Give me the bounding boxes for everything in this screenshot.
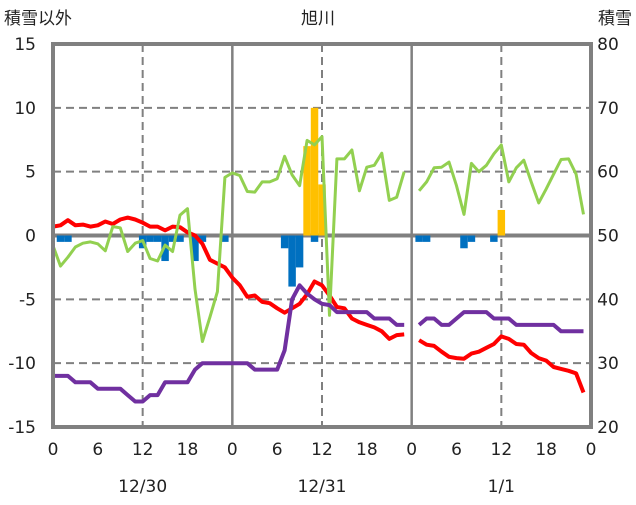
date-label: 1/1 — [488, 477, 515, 497]
x-tick-label: 12 — [491, 440, 513, 460]
right-axis-label: 積雪 — [598, 9, 632, 29]
red-line — [52, 215, 586, 394]
blue-bar — [146, 235, 154, 242]
blue-bar — [176, 235, 184, 242]
right-tick-label: 20 — [597, 418, 619, 438]
x-tick-label: 0 — [48, 440, 59, 460]
x-tick-label: 12 — [132, 440, 154, 460]
lines — [51, 135, 586, 404]
blue-bar — [198, 235, 207, 242]
blue-bar — [64, 235, 72, 242]
orange-bar — [497, 209, 506, 236]
left-tick-label: 10 — [14, 99, 36, 119]
right-tick-label: 50 — [597, 227, 619, 247]
blue-bar — [490, 235, 498, 242]
left-tick-label: -5 — [19, 290, 36, 310]
right-tick-label: 30 — [597, 354, 619, 374]
plot-frame — [51, 42, 593, 429]
x-tick-label: 18 — [356, 440, 378, 460]
date-label: 12/31 — [298, 477, 347, 497]
left-tick-label: 0 — [25, 227, 36, 247]
green-line — [51, 135, 585, 343]
right-tick-label: 60 — [597, 163, 619, 183]
x-tick-label: 12 — [311, 440, 333, 460]
blue-bar — [295, 235, 304, 268]
left-tick-label: -10 — [8, 354, 36, 374]
orange-bar — [303, 146, 311, 236]
bars — [56, 107, 506, 287]
blue-bar — [221, 235, 229, 242]
orange-bar — [310, 107, 319, 236]
blue-bar — [280, 235, 289, 249]
date-label: 12/30 — [118, 477, 167, 497]
x-tick-label: 18 — [177, 440, 199, 460]
blue-bar — [310, 235, 319, 242]
x-tick-label: 0 — [586, 440, 597, 460]
x-tick-label: 0 — [406, 440, 417, 460]
left-tick-label: 5 — [25, 163, 36, 183]
x-tick-label: 6 — [451, 440, 462, 460]
chart-title: 旭川 — [301, 9, 335, 29]
right-tick-label: 70 — [597, 99, 619, 119]
right-tick-label: 40 — [597, 290, 619, 310]
blue-bar — [467, 235, 476, 242]
blue-bar — [415, 235, 423, 242]
blue-bar — [191, 235, 199, 262]
snow-depth-line — [53, 283, 584, 404]
x-tick-label: 6 — [272, 440, 283, 460]
blue-bar — [422, 235, 431, 242]
left-tick-label: 15 — [14, 35, 36, 55]
blue-bar — [56, 235, 65, 242]
blue-bar — [288, 235, 296, 287]
blue-bar — [460, 235, 468, 249]
x-tick-label: 18 — [535, 440, 557, 460]
right-tick-label: 80 — [597, 35, 619, 55]
blue-bar — [168, 235, 177, 242]
orange-bar — [318, 184, 326, 236]
x-tick-label: 6 — [92, 440, 103, 460]
x-tick-label: 0 — [227, 440, 238, 460]
blue-bar — [153, 235, 162, 242]
left-axis-label: 積雪以外 — [4, 9, 72, 29]
left-tick-label: -15 — [8, 418, 36, 438]
